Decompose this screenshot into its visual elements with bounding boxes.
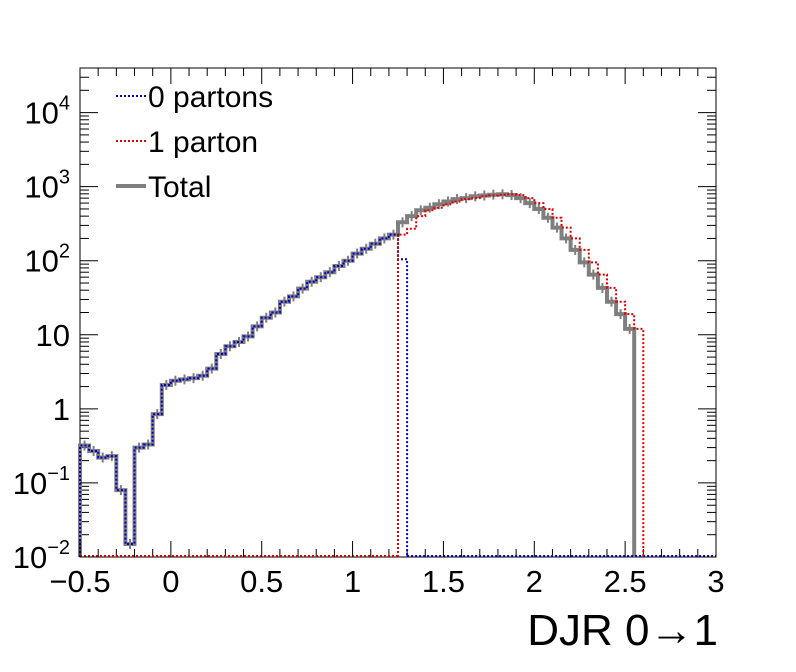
x-tick-label: 1 [344, 564, 361, 599]
x-axis: −0.5 0 0.5 1 1.5 2 2.5 3 [49, 68, 725, 599]
legend-label: Total [148, 171, 211, 204]
x-tick-label: 3 [707, 564, 724, 599]
y-axis: 10−2 10−1 1 10 102 103 104 [13, 93, 716, 575]
y-tick-label: 10−2 [13, 537, 70, 575]
x-axis-title: DJR 0→1 [527, 606, 718, 655]
series-layer [78, 189, 716, 557]
y-tick-label: 10 [36, 318, 70, 353]
y-tick-label: 1 [53, 392, 70, 427]
y-tick-label: 102 [24, 241, 70, 279]
series-line [79, 233, 409, 557]
x-tick-label: 1.5 [422, 564, 465, 599]
legend: 0 partons 1 parton Total [116, 81, 273, 204]
minor-ticks [80, 67, 716, 557]
x-tick-label: 2 [526, 564, 543, 599]
x-tick-label: −0.5 [49, 564, 110, 599]
legend-label: 1 parton [148, 126, 258, 159]
x-tick-label: 2.5 [604, 564, 647, 599]
y-tick-label: 104 [24, 93, 70, 131]
series-line [397, 193, 645, 557]
x-tick-label: 0.5 [240, 564, 283, 599]
legend-label: 0 partons [148, 81, 273, 114]
y-tick-label: 103 [24, 167, 70, 205]
y-tick-label: 10−1 [13, 463, 70, 501]
x-tick-label: 0 [162, 564, 179, 599]
